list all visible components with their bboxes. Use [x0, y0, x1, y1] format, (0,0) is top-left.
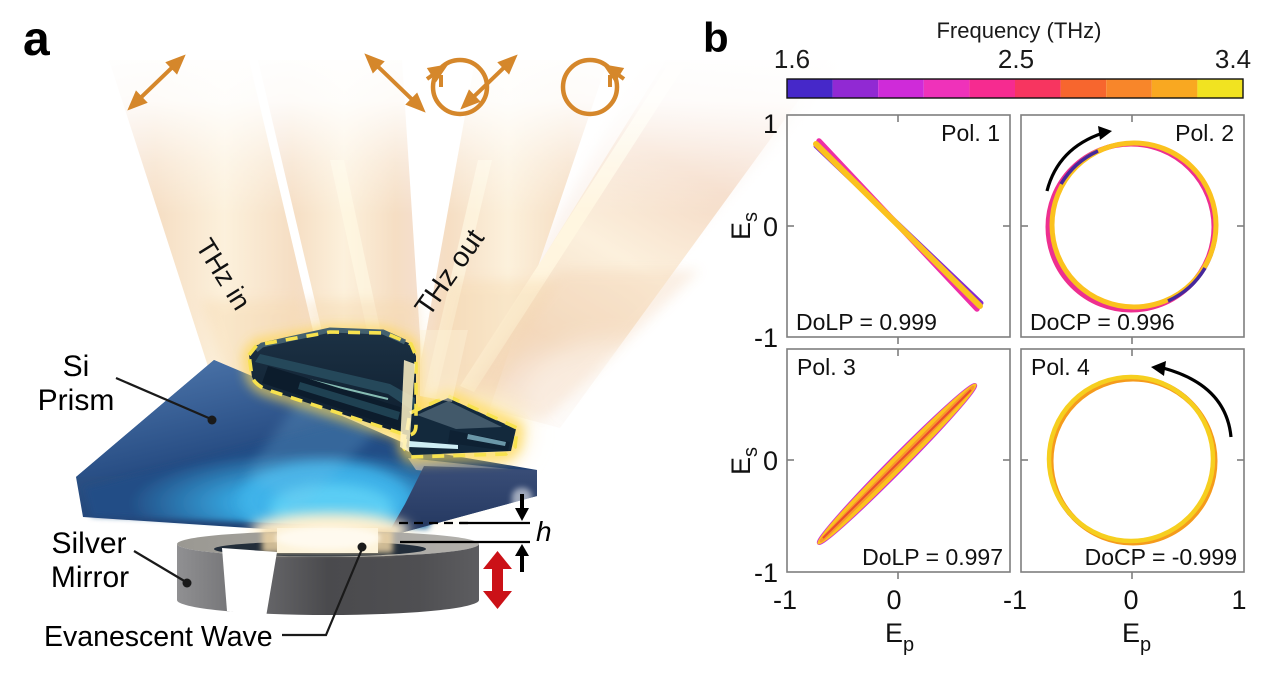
svg-text:-1: -1 [754, 323, 778, 353]
svg-text:Es: Es [726, 212, 762, 240]
svg-text:Pol. 4: Pol. 4 [1031, 354, 1090, 380]
svg-text:0: 0 [1123, 585, 1138, 615]
svg-text:Pol. 2: Pol. 2 [1175, 120, 1234, 146]
svg-text:0: 0 [763, 212, 778, 242]
svg-text:Pol. 1: Pol. 1 [941, 120, 1000, 146]
svg-text:0: 0 [763, 446, 778, 476]
svg-text:b: b [703, 14, 729, 61]
svg-text:Frequency (THz): Frequency (THz) [936, 18, 1101, 43]
svg-text:1.6: 1.6 [774, 44, 810, 74]
svg-text:DoCP = 0.996: DoCP = 0.996 [1030, 309, 1175, 335]
svg-text:DoLP = 0.997: DoLP = 0.997 [862, 544, 1003, 570]
svg-text:a: a [23, 13, 50, 66]
svg-text:Evanescent Wave: Evanescent Wave [44, 621, 273, 653]
svg-text:Si: Si [63, 350, 90, 383]
svg-text:1: 1 [763, 109, 778, 139]
svg-text:Ep: Ep [885, 618, 914, 656]
svg-text:DoCP = -0.999: DoCP = -0.999 [1085, 544, 1237, 570]
svg-text:-1: -1 [773, 585, 797, 615]
svg-text:Pol. 3: Pol. 3 [797, 354, 856, 380]
svg-text:-1: -1 [1003, 585, 1027, 615]
svg-text:2.5: 2.5 [998, 44, 1034, 74]
svg-text:0: 0 [886, 585, 901, 615]
svg-text:Mirror: Mirror [51, 561, 129, 594]
svg-text:3.4: 3.4 [1215, 44, 1251, 74]
svg-text:-1: -1 [754, 558, 778, 588]
svg-text:Es: Es [726, 447, 762, 475]
svg-text:h: h [536, 516, 552, 547]
svg-text:Ep: Ep [1122, 618, 1151, 656]
svg-text:DoLP = 0.999: DoLP = 0.999 [796, 309, 937, 335]
svg-text:1: 1 [1231, 585, 1246, 615]
svg-text:Silver: Silver [51, 527, 126, 560]
svg-text:Prism: Prism [38, 384, 115, 417]
